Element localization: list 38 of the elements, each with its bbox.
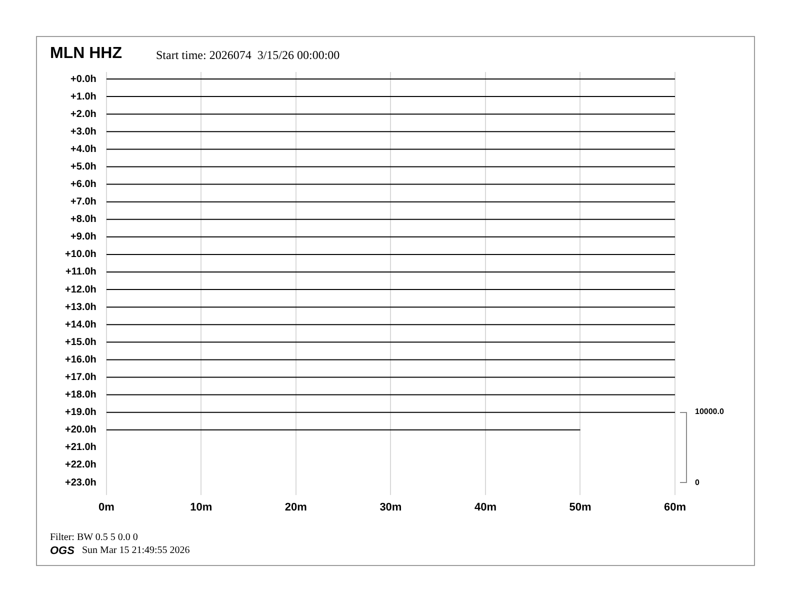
y-tick-label: +14.0h	[64, 319, 96, 330]
y-tick-label: +3.0h	[70, 126, 96, 138]
y-tick-label: +23.0h	[64, 477, 96, 488]
y-tick-label: +10.0h	[64, 249, 96, 260]
y-tick-label: +15.0h	[64, 336, 96, 348]
chart-subtitle: Start time: 2026074 3/15/26 00:00:00	[156, 48, 340, 63]
x-tick-label: 40m	[474, 501, 497, 514]
y-tick-label: +5.0h	[70, 161, 96, 172]
y-tick-label: +0.0h	[70, 74, 96, 85]
chart-title: MLN HHZ	[50, 45, 122, 63]
x-tick-label: 0m	[98, 501, 115, 514]
y-tick-label: +4.0h	[70, 144, 96, 155]
text: Sun Mar 15 21:49:55 2026	[82, 545, 190, 556]
x-tick-label: 30m	[380, 501, 402, 514]
y-tick-label: +22.0h	[64, 460, 96, 471]
text: 0	[695, 478, 700, 487]
y-tick-label: +11.0h	[66, 266, 96, 278]
y-tick-label: +19.0h	[64, 407, 96, 418]
y-tick-label: +18.0h	[64, 390, 96, 401]
y-tick-label: +2.0h	[70, 108, 96, 120]
y-tick-label: +6.0h	[70, 179, 96, 190]
y-tick-label: +7.0h	[70, 196, 96, 208]
y-tick-label: +21.0h	[64, 442, 96, 454]
x-tick-label: 60m	[664, 501, 686, 514]
y-tick-label: +13.0h	[64, 302, 96, 313]
text: 10000.0	[695, 407, 724, 416]
y-tick-label: +9.0h	[70, 232, 96, 243]
y-tick-label: +1.0h	[70, 91, 96, 102]
text: OGS	[50, 545, 74, 557]
y-tick-label: +20.0h	[64, 424, 96, 436]
y-tick-label: +16.0h	[64, 354, 96, 366]
y-tick-label: +8.0h	[70, 214, 96, 226]
x-tick-label: 20m	[284, 501, 308, 514]
y-tick-label: +17.0h	[64, 372, 96, 384]
text: Filter: BW 0.5 5 0.0 0	[50, 532, 138, 543]
x-tick-label: 50m	[569, 501, 592, 514]
y-tick-label: +12.0h	[64, 284, 96, 296]
x-tick-label: 10m	[190, 501, 212, 514]
